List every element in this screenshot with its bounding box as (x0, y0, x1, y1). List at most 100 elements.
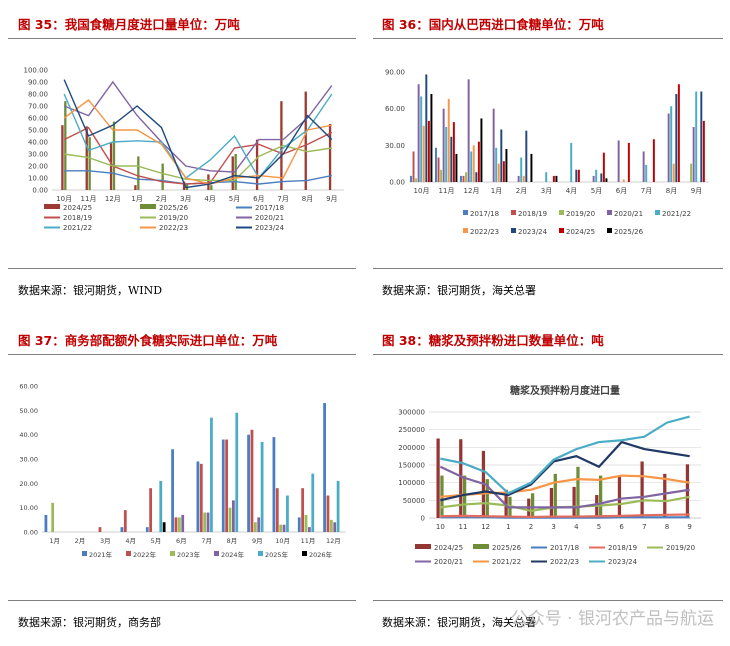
legend-label: 2020/21 (434, 558, 463, 566)
x-tick-label: 4月 (566, 187, 577, 195)
bar (44, 514, 48, 532)
bar (181, 514, 185, 532)
bar (134, 185, 137, 190)
bar (427, 120, 430, 182)
y-tick-label: 50.00 (28, 127, 48, 135)
bar (595, 169, 598, 182)
bar (617, 476, 622, 518)
bar (440, 169, 443, 182)
bar (477, 141, 480, 182)
bar (472, 145, 475, 182)
bar (570, 142, 573, 182)
bar (465, 172, 468, 182)
x-tick-label: 7月 (641, 187, 652, 195)
x-tick-label: 4月 (125, 537, 136, 545)
x-tick-label: 12 (481, 523, 490, 531)
bar (159, 480, 163, 532)
y-tick-label: 0.00 (24, 529, 38, 537)
bar (577, 169, 580, 182)
legend-label: 2022/23 (470, 228, 499, 236)
bar (260, 441, 264, 532)
legend-swatch (140, 204, 156, 209)
bar (552, 175, 555, 182)
x-tick-label: 6月 (176, 537, 187, 545)
legend-label: 2022/23 (159, 224, 188, 232)
bar (182, 181, 186, 190)
rule-bottom-38 (373, 600, 723, 601)
legend-label: 2025/26 (492, 544, 522, 552)
x-tick-label: 4 (574, 523, 579, 531)
chart-38: 糖浆及预拌粉月度进口量 0 50000 100000 150000 200000 25000… (398, 384, 701, 566)
legend-swatch (473, 544, 489, 549)
legend-label: 2017/18 (550, 544, 579, 552)
y-tick-label: 100.00 (24, 67, 49, 75)
chart-title: 糖浆及预拌粉月度进口量 (510, 384, 620, 397)
panel-title-36: 图 36：国内从巴西进口食糖单位：万吨 (382, 17, 604, 32)
x-tick-label: 8月 (302, 195, 313, 203)
x-tick-label: 8 (665, 523, 669, 531)
bar (640, 461, 644, 518)
bar (161, 163, 164, 190)
bar (462, 175, 465, 182)
bar (228, 507, 232, 532)
legend-label: 2024/25 (63, 204, 92, 212)
source-38: 数据来源：银河期货，海关总署 (382, 616, 536, 629)
bar (663, 473, 667, 518)
x-tick-label: 6 (619, 523, 624, 531)
y-tick-label: 0.00 (389, 179, 405, 187)
legend-label: 2024/25 (434, 544, 463, 552)
legend-swatch (170, 551, 175, 556)
x-tick-label: 2月 (156, 195, 167, 203)
x-tick-label: 5月 (591, 187, 602, 195)
bar (112, 121, 116, 190)
bar (447, 98, 450, 182)
y-tick-label: 0 (421, 515, 425, 523)
series-line (439, 465, 690, 509)
x-tick-label: 12月 (105, 195, 121, 203)
legend-label: 2021/22 (63, 224, 92, 232)
x-tick-label: 8月 (666, 187, 677, 195)
legend-label: 2025/26 (614, 228, 644, 236)
bar (642, 151, 645, 182)
bar (492, 108, 495, 182)
bar (525, 130, 528, 182)
bar (445, 127, 448, 182)
x-tick-label: 10 (436, 523, 445, 531)
legend-label: 2021/22 (492, 558, 521, 566)
bar (520, 157, 523, 182)
bar (475, 172, 478, 182)
bar (88, 137, 91, 190)
legend-swatch (258, 551, 263, 556)
source-36: 数据来源：银河期货，海关总署 (382, 284, 536, 297)
y-tick-label: 50.00 (19, 407, 38, 415)
y-tick-label: 40.00 (19, 431, 38, 439)
x-tick-label: 10月 (414, 187, 430, 195)
legend-label: 2026年 (309, 550, 333, 559)
bar (695, 91, 698, 182)
x-tick-label: 4月 (204, 195, 215, 203)
legend-swatch (607, 210, 612, 215)
bar (530, 153, 533, 182)
bar (627, 142, 630, 182)
legend-label: 2021年 (89, 550, 113, 559)
bar (286, 495, 289, 532)
bar (497, 163, 500, 182)
bar (210, 185, 213, 190)
bar (460, 175, 462, 182)
bar (502, 161, 505, 182)
x-tick-label: 2 (529, 523, 533, 531)
bar (275, 488, 279, 532)
x-tick-label: 5月 (229, 195, 240, 203)
bar (652, 139, 655, 182)
legend-label: 2025/26 (159, 204, 189, 212)
bar (531, 493, 535, 518)
bar (470, 151, 473, 182)
bar (61, 125, 64, 190)
y-tick-label: 20.00 (19, 480, 38, 488)
y-tick-label: 150000 (398, 462, 425, 470)
bar (51, 502, 55, 532)
x-tick-label: 11 (459, 523, 468, 531)
bar (145, 527, 149, 532)
bar (257, 517, 261, 532)
bar (600, 173, 603, 182)
